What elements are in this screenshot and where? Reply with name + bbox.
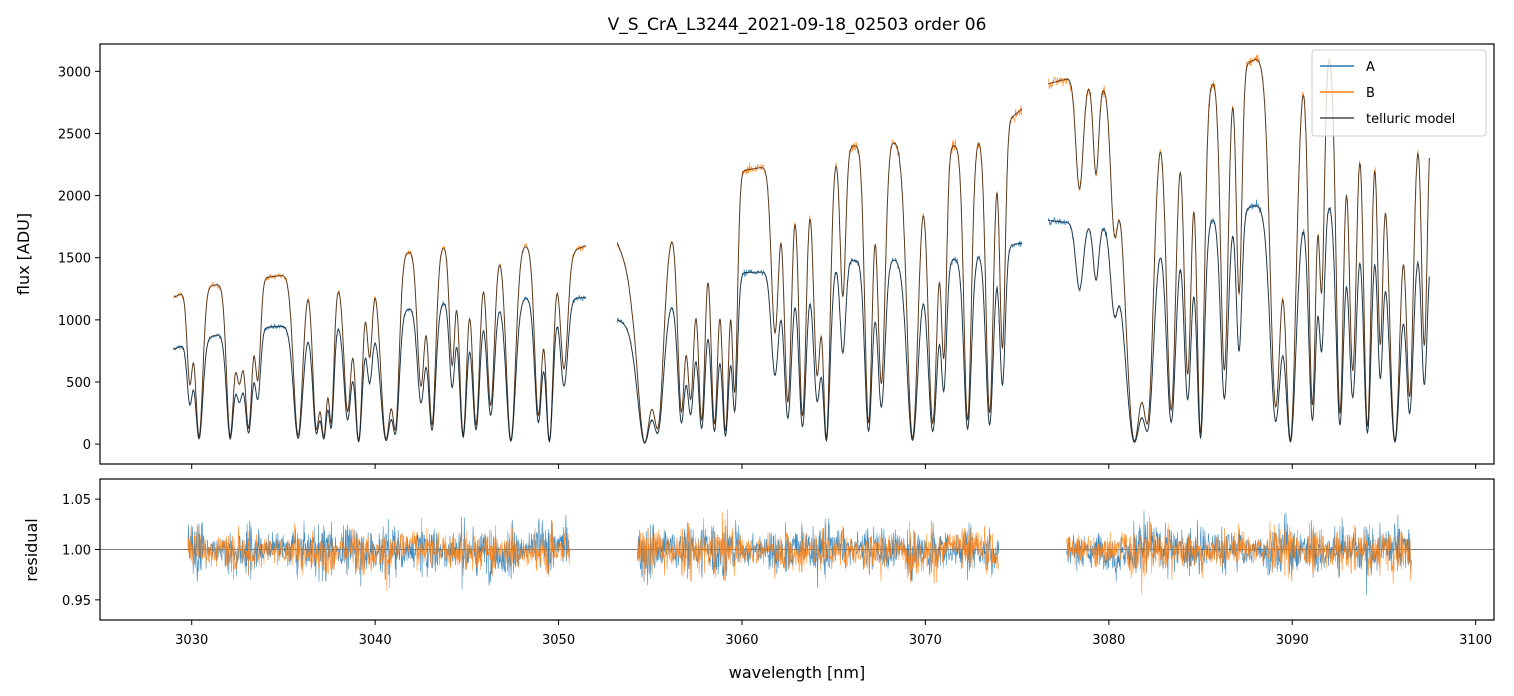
telluric-model-line xyxy=(173,245,586,443)
residual-x-tick-label: 3040 xyxy=(359,633,392,648)
legend: A B telluric model xyxy=(1311,49,1487,137)
residual-x-tick-label: 3030 xyxy=(175,633,208,648)
residual-a-line xyxy=(187,514,570,590)
residual-x-tick-label: 3090 xyxy=(1276,633,1309,648)
residual-y-tick-label: 1.05 xyxy=(62,493,91,508)
residual-x-tick-label: 3080 xyxy=(1092,633,1125,648)
flux-y-tick-label: 2000 xyxy=(58,190,91,205)
residual-y-tick-label: 1.00 xyxy=(62,544,91,559)
flux-lines xyxy=(173,54,1430,445)
flux-x-ticks xyxy=(191,464,1477,469)
residual-b-line xyxy=(637,509,1000,584)
residual-y-ticks: 0.95 1.00 1.05 xyxy=(62,493,100,609)
residual-x-tick-label: 3050 xyxy=(542,633,575,648)
residual-b-line xyxy=(187,517,570,591)
flux-y-tick-label: 2500 xyxy=(58,127,91,142)
flux-axes-frame xyxy=(99,43,1495,465)
legend-label-b: B xyxy=(1366,86,1375,101)
flux-y-ticks: 0 500 1000 1500 2000 2500 3000 xyxy=(58,65,100,453)
residual-y-label: residual xyxy=(22,518,41,581)
telluric-model-line xyxy=(617,242,1023,444)
flux-y-tick-label: 1500 xyxy=(58,252,91,267)
flux-y-label: flux [ADU] xyxy=(14,213,33,295)
chart-title: V_S_CrA_L3244_2021-09-18_02503 order 06 xyxy=(608,15,987,35)
flux-y-tick-label: 1000 xyxy=(58,314,91,329)
residual-x-tick-label: 3060 xyxy=(725,633,758,648)
residual-panel: 0.95 1.00 1.05 3030 3040 3050 3060 3070 3080 309… xyxy=(22,478,1495,682)
residual-x-tick-label: 3070 xyxy=(909,633,942,648)
series-a-line xyxy=(173,295,586,443)
flux-panel: 0 500 1000 1500 2000 2500 3000 flux [ADU] A B … xyxy=(14,43,1495,469)
legend-label-a: A xyxy=(1366,60,1375,75)
residual-b-line xyxy=(1066,516,1412,595)
residual-y-tick-label: 0.95 xyxy=(62,594,91,609)
flux-y-tick-label: 500 xyxy=(66,376,91,391)
residual-x-ticks: 3030 3040 3050 3060 3070 3080 3090 3100 xyxy=(175,620,1492,648)
residual-lines xyxy=(100,509,1494,595)
series-b-line xyxy=(616,105,1023,444)
x-axis-label: wavelength [nm] xyxy=(729,663,866,682)
legend-box xyxy=(1311,49,1487,137)
flux-y-tick-label: 0 xyxy=(83,438,91,453)
telluric-model-line xyxy=(616,108,1023,444)
residual-x-tick-label: 3100 xyxy=(1459,633,1492,648)
legend-label-telluric-model: telluric model xyxy=(1366,112,1455,127)
telluric-model-line xyxy=(1048,205,1430,443)
telluric-model-line xyxy=(1048,58,1430,443)
telluric-model-line xyxy=(173,297,586,443)
flux-y-tick-label: 3000 xyxy=(58,65,91,80)
